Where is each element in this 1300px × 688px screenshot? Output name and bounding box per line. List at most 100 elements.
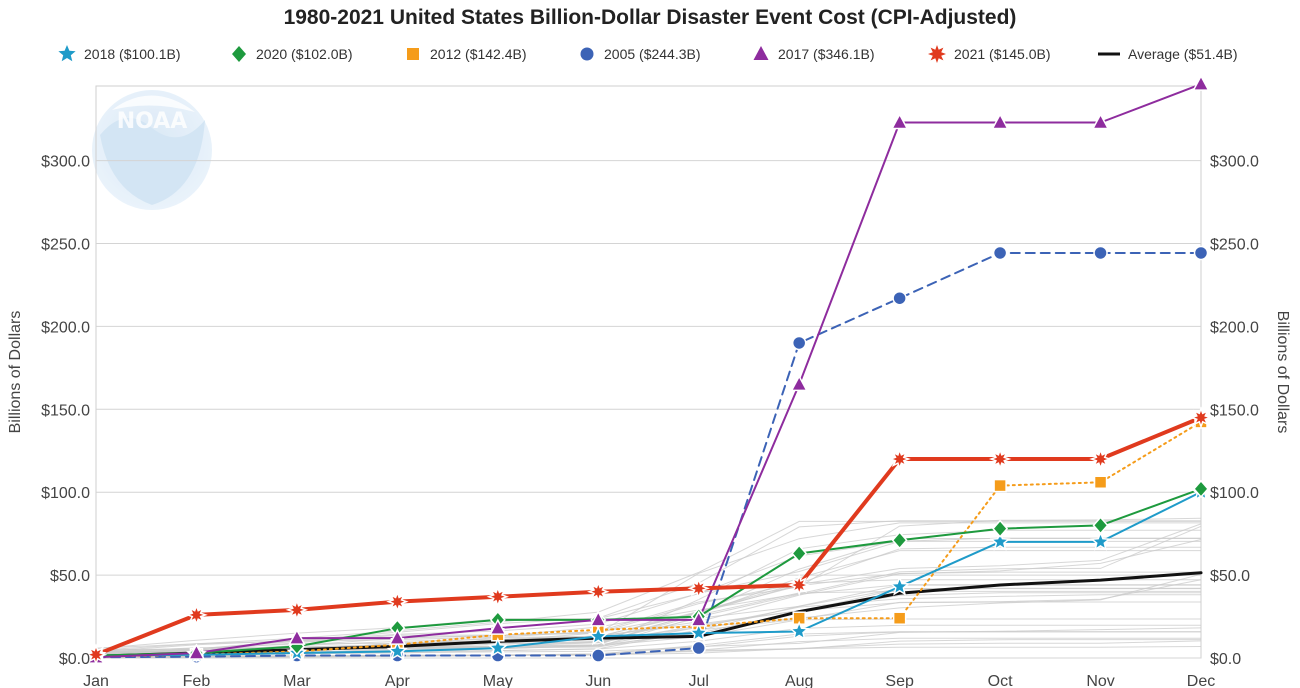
point-2005 bbox=[1193, 245, 1209, 261]
legend-marker-2012 bbox=[407, 48, 419, 60]
legend-marker-2018 bbox=[58, 45, 76, 62]
legend-label-2005: 2005 ($244.3B) bbox=[604, 46, 701, 62]
legend-symbol-2012 bbox=[407, 48, 419, 60]
point-2021 bbox=[1189, 406, 1213, 429]
point-2012 bbox=[892, 611, 907, 625]
series-line-2012 bbox=[95, 420, 1202, 658]
point-2017 bbox=[991, 112, 1009, 130]
legend-item-2012[interactable]: 2012 ($142.4B) bbox=[404, 40, 527, 68]
point-2021 bbox=[84, 643, 108, 666]
point-2017 bbox=[790, 374, 808, 392]
svg-text:NOAA: NOAA bbox=[117, 109, 188, 134]
legend-marker-2017 bbox=[753, 46, 769, 60]
x-tick-label: May bbox=[483, 673, 513, 688]
y-tick-label-right: $50.0 bbox=[1210, 568, 1250, 585]
point-2021 bbox=[1089, 447, 1112, 471]
point-2020 bbox=[992, 519, 1009, 538]
legend-symbol-2018 bbox=[58, 45, 76, 62]
y-tick-label-left: $200.0 bbox=[41, 319, 90, 336]
x-tick-label: Aug bbox=[785, 673, 813, 688]
y-tick-label-right: $100.0 bbox=[1210, 485, 1259, 502]
historical-year-line bbox=[95, 537, 1201, 649]
axes: $0.0 $0.0 $50.0 $50.0 $100.0 $100.0 $150.0 $150… bbox=[7, 154, 1291, 688]
point-2012 bbox=[1093, 475, 1108, 490]
gridlines bbox=[95, 85, 1202, 659]
point-2021 bbox=[285, 598, 309, 622]
point-2020 bbox=[1092, 516, 1109, 535]
legend-item-2005[interactable]: 2005 ($244.3B) bbox=[578, 40, 701, 68]
y-tick-label-right: $250.0 bbox=[1210, 237, 1259, 254]
legend-item-2021[interactable]: 2021 ($145.0B) bbox=[928, 40, 1051, 68]
point-2021 bbox=[486, 585, 509, 608]
historical-year-line bbox=[95, 523, 1202, 653]
x-tick-label: Sep bbox=[885, 673, 914, 688]
y-tick-label-left: $0.0 bbox=[59, 651, 90, 668]
point-2018 bbox=[688, 622, 710, 643]
y-tick-label-left: $50.0 bbox=[50, 568, 90, 585]
point-2005 bbox=[791, 335, 807, 351]
legend-symbol-2017 bbox=[753, 46, 769, 60]
legend-symbol-2021 bbox=[928, 45, 946, 63]
legend-label-2012: 2012 ($142.4B) bbox=[430, 46, 527, 62]
point-2017 bbox=[689, 610, 708, 627]
legend-marker-2021 bbox=[928, 45, 946, 63]
point-2017 bbox=[288, 628, 306, 645]
point-2021 bbox=[988, 447, 1012, 471]
y-axis-title-right: Billions of Dollars bbox=[1274, 311, 1291, 434]
historical-year-line bbox=[95, 520, 1201, 649]
point-2017 bbox=[489, 618, 507, 635]
point-2020 bbox=[1193, 479, 1209, 499]
legend-item-2020[interactable]: 2020 ($102.0B) bbox=[230, 40, 353, 68]
point-2018 bbox=[487, 637, 509, 657]
legend-marker-2005 bbox=[580, 47, 594, 61]
point-2018 bbox=[1090, 530, 1111, 551]
legend-label-2017: 2017 ($346.1B) bbox=[778, 46, 875, 62]
legend-symbol-2020 bbox=[232, 46, 246, 62]
historical-year-line bbox=[95, 640, 1202, 658]
legend-label-2021: 2021 ($145.0B) bbox=[954, 46, 1051, 62]
point-2005 bbox=[691, 640, 706, 656]
x-tick-label: Jul bbox=[689, 673, 709, 688]
y-axis-title-left: Billions of Dollars bbox=[7, 311, 24, 434]
point-2017 bbox=[388, 628, 407, 645]
legend-marker-2020 bbox=[232, 46, 246, 62]
point-2020 bbox=[891, 531, 908, 550]
x-tick-label: Jan bbox=[83, 673, 109, 688]
series-layer bbox=[94, 83, 1203, 659]
point-2018 bbox=[989, 530, 1011, 551]
point-2017 bbox=[1091, 112, 1110, 130]
x-tick-label: Dec bbox=[1187, 673, 1215, 688]
legend-item-2018[interactable]: 2018 ($100.1B) bbox=[58, 40, 181, 68]
point-2021 bbox=[386, 590, 409, 613]
x-tick-label: Nov bbox=[1086, 673, 1114, 688]
y-tick-label-right: $200.0 bbox=[1210, 319, 1259, 336]
noaa-logo: NOAA bbox=[92, 90, 212, 210]
legend-symbol-average bbox=[1098, 52, 1120, 56]
y-tick-label-left: $250.0 bbox=[41, 237, 90, 254]
chart-title: 1980-2021 United States Billion-Dollar D… bbox=[283, 6, 1017, 29]
historical-year-line bbox=[95, 517, 1202, 652]
markers-layer bbox=[84, 74, 1213, 666]
point-2005 bbox=[1093, 245, 1108, 261]
x-tick-label: Apr bbox=[385, 673, 411, 688]
point-2005 bbox=[892, 290, 907, 306]
point-2021 bbox=[687, 577, 710, 600]
y-tick-label-left: $300.0 bbox=[41, 154, 90, 171]
legend-label-2020: 2020 ($102.0B) bbox=[256, 46, 353, 62]
series-line-2017 bbox=[95, 83, 1202, 659]
point-2020 bbox=[791, 544, 808, 563]
y-tick-label-right: $150.0 bbox=[1210, 402, 1259, 419]
legend-label-2018: 2018 ($100.1B) bbox=[84, 46, 181, 62]
point-2018 bbox=[788, 620, 810, 641]
point-2018 bbox=[889, 575, 911, 596]
point-2017 bbox=[187, 643, 206, 660]
y-tick-label-right: $0.0 bbox=[1210, 651, 1241, 668]
series-line-2020 bbox=[95, 487, 1202, 657]
legend-symbol-2005 bbox=[580, 47, 594, 61]
legend-item-2017[interactable]: 2017 ($346.1B) bbox=[752, 40, 875, 68]
point-2017 bbox=[1192, 74, 1210, 91]
legend-item-average[interactable]: Average ($51.4B) bbox=[1098, 40, 1237, 68]
point-2021 bbox=[788, 573, 811, 597]
x-tick-label: Feb bbox=[183, 673, 211, 688]
